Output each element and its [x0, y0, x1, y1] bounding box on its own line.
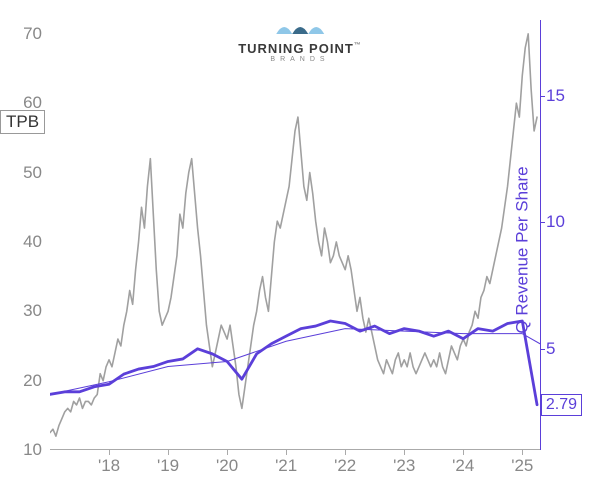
y-axis-right: 5 10 15	[540, 20, 580, 450]
y-right-tick: 10	[546, 212, 565, 232]
x-tick: '21	[275, 456, 297, 476]
x-axis: '18 '19 '20 '21 '22 '23 '24 '25	[50, 450, 540, 480]
y-left-tick: 10	[23, 440, 42, 460]
y-left-tick: 40	[23, 232, 42, 252]
x-tick: '25	[511, 456, 533, 476]
x-tick: '19	[157, 456, 179, 476]
y-left-tick: 30	[23, 301, 42, 321]
x-tick: '20	[216, 456, 238, 476]
y-left-tick: 20	[23, 371, 42, 391]
x-tick: '23	[393, 456, 415, 476]
y-left-tick: 60	[23, 93, 42, 113]
y-axis-left: 10203040506070	[0, 20, 50, 450]
x-tick: '22	[334, 456, 356, 476]
y-left-tick: 50	[23, 163, 42, 183]
current-value-badge: 2.79	[541, 394, 582, 416]
x-tick: '18	[98, 456, 120, 476]
chart-plot-area	[50, 20, 540, 450]
y-right-tick: 15	[546, 86, 565, 106]
x-tick: '24	[452, 456, 474, 476]
y-right-tick: 5	[546, 339, 555, 359]
y-left-tick: 70	[23, 24, 42, 44]
